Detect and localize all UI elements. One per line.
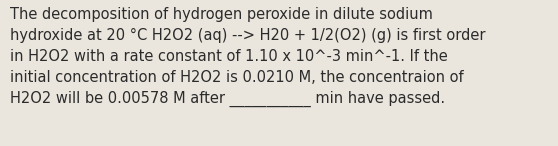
Text: The decomposition of hydrogen peroxide in dilute sodium
hydroxide at 20 °C H2O2 : The decomposition of hydrogen peroxide i… [10, 7, 485, 107]
